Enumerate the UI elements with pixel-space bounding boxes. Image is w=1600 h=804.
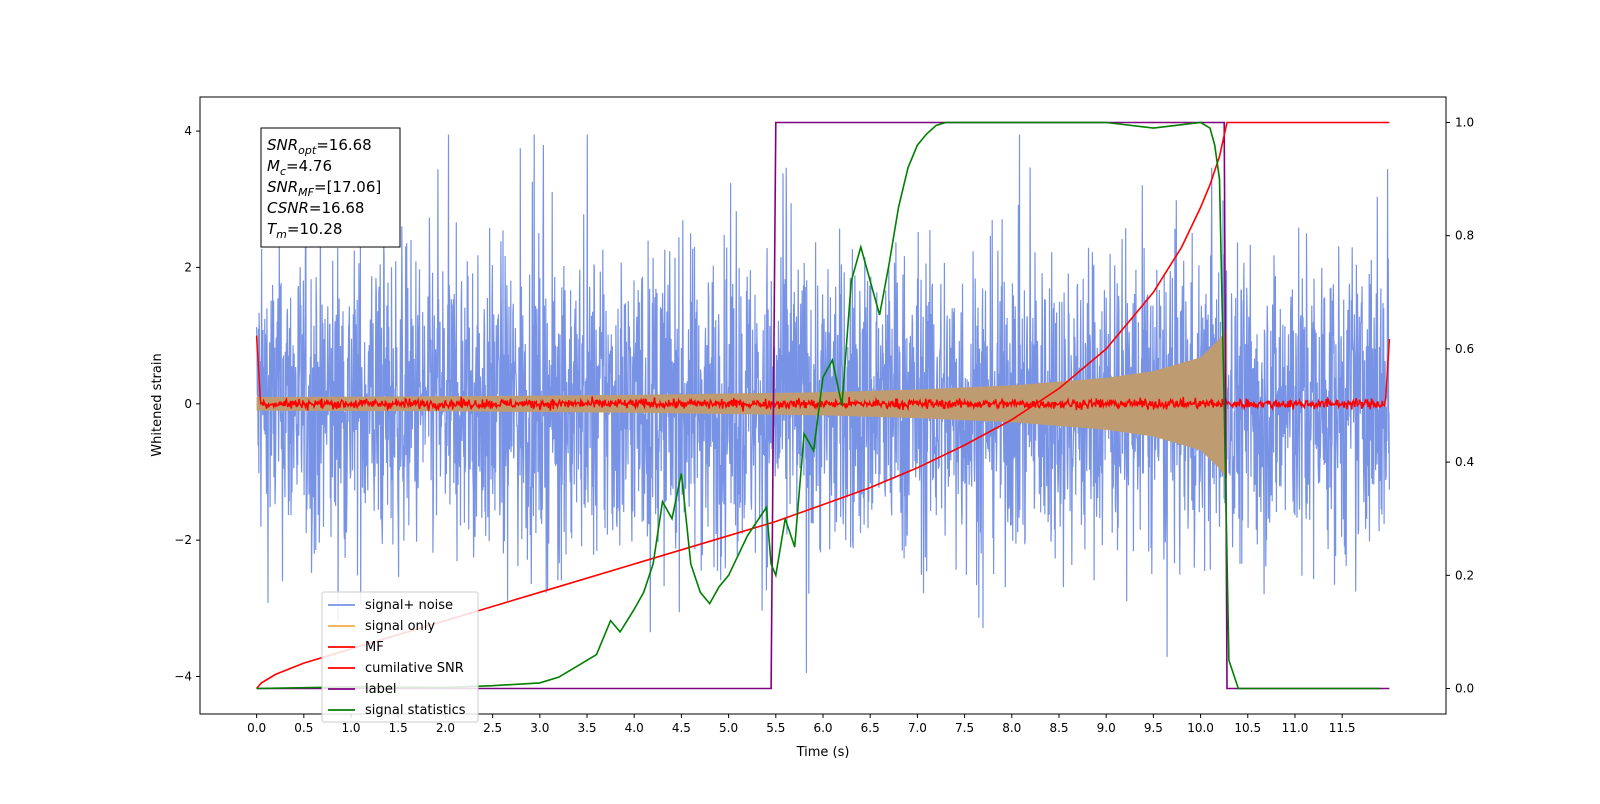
- stats-annotation-box: SNRopt=16.68Mc=4.76SNRMF=[17.06]CSNR=16.…: [260, 127, 401, 248]
- x-tick-label: 5.0: [719, 721, 738, 735]
- legend-label: signal only: [365, 619, 435, 634]
- annotation-line: SNRMF=[17.06]: [267, 178, 381, 199]
- y2-tick-label: 0.2: [1455, 568, 1474, 582]
- y-tick-label: 4: [184, 124, 192, 138]
- x-tick-label: 1.0: [341, 721, 360, 735]
- x-tick-label: 4.0: [625, 721, 644, 735]
- y-tick-label: −4: [174, 670, 192, 684]
- x-tick-label: 0.5: [294, 721, 313, 735]
- annotation-frame: [260, 127, 401, 248]
- y2-axis: 0.0 0.2 0.4 0.6 0.8 1.0: [1446, 115, 1474, 696]
- x-tick-label: 2.0: [436, 721, 455, 735]
- series-mf-line: [255, 335, 1391, 413]
- y-axis-label: Whitened strain: [150, 353, 165, 456]
- x-tick-label: 0.0: [247, 721, 266, 735]
- annotation-line: Mc=4.76: [267, 157, 332, 178]
- x-tick-label: 4.5: [672, 721, 691, 735]
- y-tick-label: 2: [184, 260, 192, 274]
- legend: signal+ noise signal only MF cumilative SNR…: [321, 591, 479, 723]
- x-tick-label: 1.5: [389, 721, 408, 735]
- x-tick-label: 3.0: [530, 721, 549, 735]
- y2-tick-label: 0.8: [1455, 229, 1474, 243]
- plot-area: [255, 121, 1391, 690]
- x-tick-label: 3.5: [577, 721, 596, 735]
- annotation-line: CSNR=16.68: [267, 199, 364, 217]
- x-tick-label: 8.5: [1049, 721, 1068, 735]
- annotation-line: SNRopt=16.68: [267, 136, 372, 157]
- x-axis: 0.0 0.5 1.0 1.5 2.0 2.5 3.0 3.5 4.0 4.5 5.0 5.5 6.0 6…: [247, 714, 1356, 735]
- annotation-line: Tm=10.28: [267, 220, 342, 241]
- x-tick-label: 2.5: [483, 721, 502, 735]
- x-axis-label: Time (s): [796, 745, 850, 760]
- x-tick-label: 7.0: [908, 721, 927, 735]
- x-tick-label: 6.0: [813, 721, 832, 735]
- legend-label: label: [365, 682, 396, 697]
- x-tick-label: 10.5: [1234, 721, 1261, 735]
- legend-label: cumilative SNR: [365, 661, 464, 676]
- x-tick-label: 10.0: [1187, 721, 1214, 735]
- x-tick-label: 8.0: [1002, 721, 1021, 735]
- legend-frame: [321, 591, 479, 723]
- x-tick-label: 6.5: [861, 721, 880, 735]
- series-signal-statistics-line: [256, 121, 1380, 690]
- legend-label: signal+ noise: [365, 598, 453, 613]
- y2-tick-label: 0.0: [1455, 682, 1474, 696]
- legend-label: MF: [365, 640, 384, 655]
- x-tick-label: 9.5: [1144, 721, 1163, 735]
- y-tick-label: −2: [174, 533, 192, 547]
- legend-label: signal statistics: [365, 703, 466, 718]
- x-tick-label: 11.5: [1329, 721, 1356, 735]
- x-tick-label: 11.0: [1282, 721, 1309, 735]
- y-tick-label: 0: [184, 397, 192, 411]
- y2-tick-label: 0.4: [1455, 455, 1474, 469]
- y2-tick-label: 0.6: [1455, 342, 1474, 356]
- x-tick-label: 5.5: [766, 721, 785, 735]
- y2-tick-label: 1.0: [1455, 115, 1474, 129]
- x-tick-label: 9.0: [1097, 721, 1116, 735]
- x-tick-label: 7.5: [955, 721, 974, 735]
- y-axis: −4 −2 0 2 4: [174, 124, 200, 684]
